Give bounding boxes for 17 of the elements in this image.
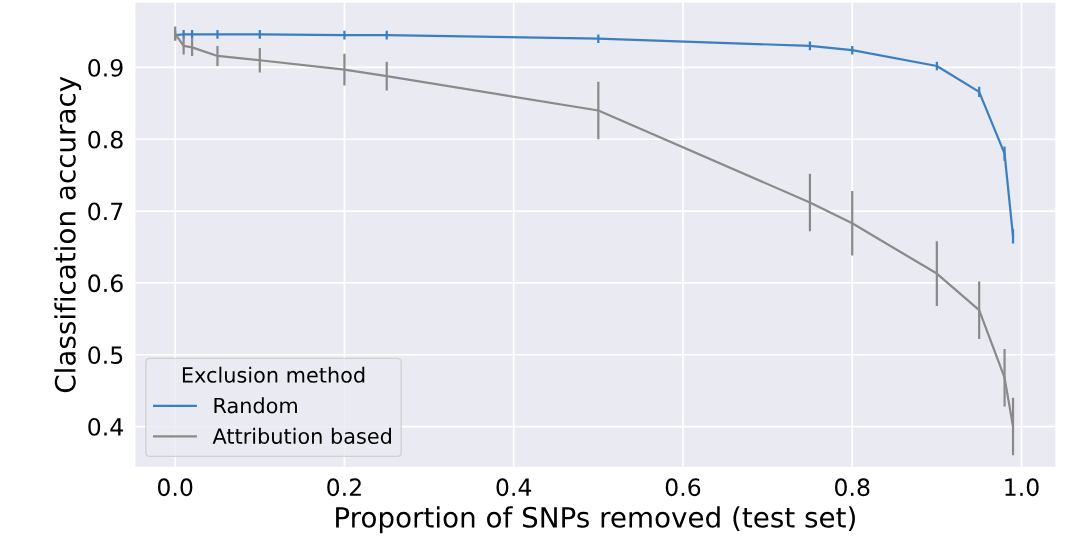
y-tick-label: 0.4 [88, 417, 123, 436]
x-tick-label: 0.0 [157, 478, 193, 497]
x-axis-title: Proportion of SNPs removed (test set) [336, 506, 855, 534]
legend-label: Random [214, 397, 297, 414]
y-tick-label: 0.9 [88, 58, 123, 77]
x-tick-label: 0.2 [327, 478, 361, 497]
x-tick-label: 1.0 [1005, 478, 1039, 497]
y-tick-label: 0.5 [88, 346, 123, 365]
y-tick-label: 0.8 [88, 130, 123, 149]
x-tick-label: 0.6 [665, 478, 701, 497]
x-tick-label: 0.4 [496, 478, 532, 497]
y-tick-label: 0.6 [88, 274, 123, 293]
legend-title: Exclusion method [182, 366, 365, 383]
legend-label: Attribution based [212, 427, 391, 444]
y-axis-title: Classification accuracy [54, 76, 82, 393]
y-tick-label: 0.7 [88, 202, 123, 221]
x-tick-label: 0.8 [835, 478, 870, 497]
